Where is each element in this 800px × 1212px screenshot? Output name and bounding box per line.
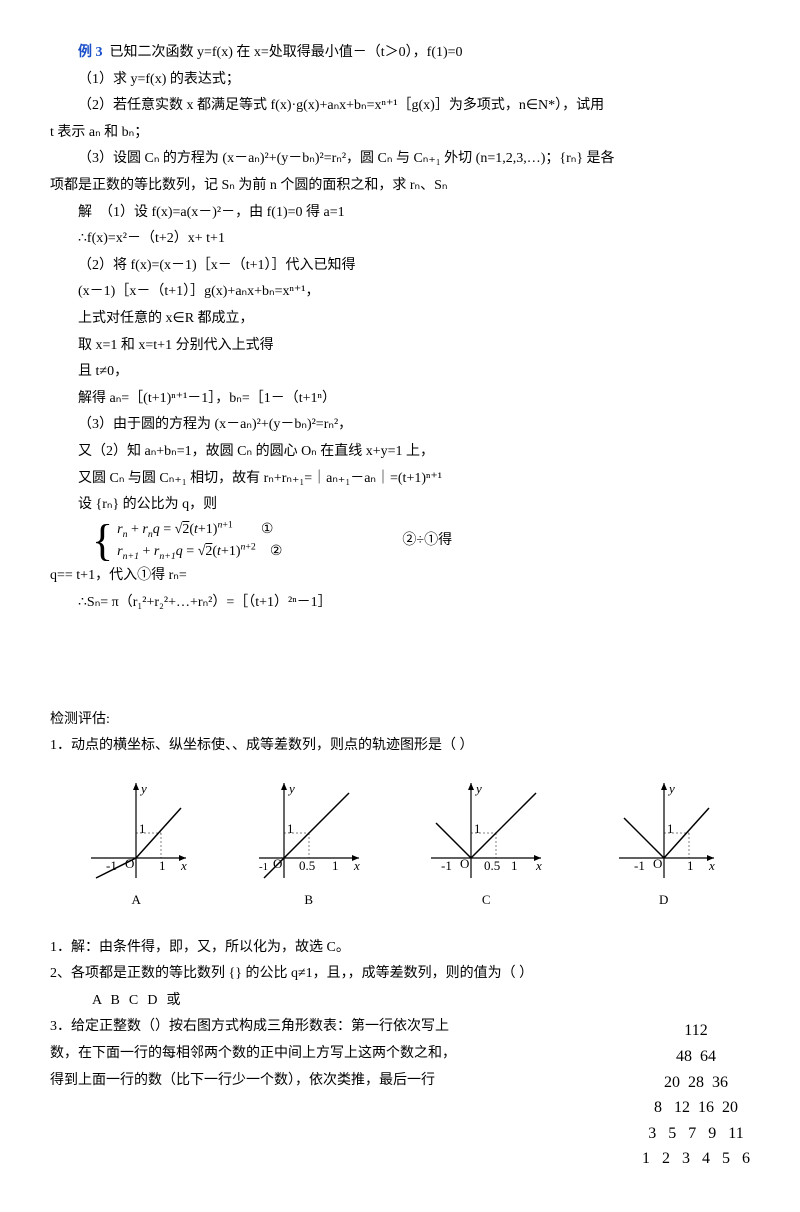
svg-text:O: O — [653, 856, 662, 871]
svg-text:x: x — [353, 858, 360, 873]
svg-text:y: y — [667, 781, 675, 796]
eq2: rn+1 + rn+1q = √2(t+1)n+2 ② — [117, 541, 282, 563]
s3: （2）将 f(x)=(x－1)［x－（t+1）］代入已知得 — [50, 253, 750, 280]
q3a: 3．给定正整数（）按右图方式构成三角形数表：第一行依次写上 — [50, 1014, 642, 1041]
ex3-p2: （2）若任意实数 x 都满足等式 f(x)·g(x)+aₙx+bₙ=xⁿ⁺¹［g… — [50, 93, 750, 120]
svg-text:0.5: 0.5 — [484, 858, 500, 873]
svg-text:1: 1 — [332, 858, 339, 873]
svg-text:-1: -1 — [106, 858, 117, 873]
ex3-p3b: 项都是正数的等比数列，记 Sₙ 为前 n 个圆的面积之和，求 rₙ、Sₙ — [50, 173, 750, 200]
svg-text:x: x — [708, 858, 715, 873]
svg-text:1: 1 — [139, 821, 146, 836]
chart-c: y x O 1 0.5 1 -1 C — [426, 778, 546, 913]
a1: 1．解：由条件得，即，又，所以化为，故选 C。 — [50, 935, 750, 962]
svg-text:1: 1 — [667, 821, 674, 836]
s2: ∴f(x)=x²－（t+2）x+ t+1 — [50, 226, 750, 253]
s9: （3）由于圆的方程为 (x－aₙ)²+(y－bₙ)²=rₙ²， — [50, 412, 750, 439]
q2opts: A B C D 或 — [92, 988, 750, 1015]
svg-text:x: x — [180, 858, 187, 873]
s13: q== t+1，代入①得 rₙ= — [50, 563, 750, 590]
svg-text:1: 1 — [474, 821, 481, 836]
chart-d-label: D — [609, 888, 719, 913]
ex3-p1: （1）求 y=f(x) 的表达式； — [50, 67, 750, 94]
s6: 取 x=1 和 x=t+1 分别代入上式得 — [50, 333, 750, 360]
s11: 又圆 Cₙ 与圆 Cₙ₊₁ 相切，故有 rₙ+rₙ₊₁=｜aₙ₊₁－aₙ｜=(t… — [50, 466, 750, 493]
tri-r1: 112 — [642, 1018, 750, 1044]
svg-text:O: O — [460, 856, 469, 871]
svg-text:1: 1 — [287, 821, 294, 836]
tri-r5: 3 5 7 9 11 — [642, 1121, 750, 1147]
svg-text:y: y — [474, 781, 482, 796]
chart-b: y x O 1 0.5 1 -1 B — [254, 778, 364, 913]
svg-text:y: y — [139, 781, 147, 796]
svg-text:-1: -1 — [634, 858, 645, 873]
svg-text:O: O — [273, 856, 282, 871]
chart-b-label: B — [254, 888, 364, 913]
s5: 上式对任意的 x∈R 都成立， — [50, 306, 750, 333]
triangle-table: 112 48 64 20 28 36 8 12 16 20 3 5 7 9 11… — [642, 1018, 750, 1172]
s4: (x－1)［x－（t+1）］g(x)+aₙx+bₙ=xⁿ⁺¹， — [50, 279, 750, 306]
s10: 又（2）知 aₙ+bₙ=1，故圆 Cₙ 的圆心 Oₙ 在直线 x+y=1 上， — [50, 439, 750, 466]
tri-r3: 20 28 36 — [642, 1070, 750, 1096]
ex3-intro: 已知二次函数 y=f(x) 在 x=处取得最小值－（t＞0），f(1)=0 — [110, 45, 463, 60]
tri-r4: 8 12 16 20 — [642, 1095, 750, 1121]
chart-a: y x O 1 1 -1 A — [81, 778, 191, 913]
svg-text:1: 1 — [687, 858, 694, 873]
ex3-p3: （3）设圆 Cₙ 的方程为 (x－aₙ)²+(y－bₙ)²=rₙ²，圆 Cₙ 与… — [50, 146, 750, 173]
s7: 且 t≠0， — [50, 359, 750, 386]
q2: 2、各项都是正数的等比数列 {} 的公比 q≠1，且，，成等差数列，则的值为（ … — [50, 961, 750, 988]
assess-title: 检测评估: — [50, 707, 750, 734]
s14: ∴Sₙ= π（r₁²+r₂²+…+rₙ²）=［（t+1）²ⁿ－1］ — [50, 590, 750, 617]
brace-icon: { — [92, 519, 113, 563]
eq1: rn + rnq = √2(t+1)n+1 ① — [117, 519, 282, 541]
svg-text:y: y — [287, 781, 295, 796]
example-label: 例 3 — [78, 45, 103, 60]
svg-text:x: x — [535, 858, 542, 873]
svg-text:O: O — [125, 856, 134, 871]
chart-c-label: C — [426, 888, 546, 913]
q1: 1．动点的横坐标、纵坐标使、、成等差数列，则点的轨迹图形是（ ） — [50, 733, 750, 760]
svg-text:0.5: 0.5 — [299, 858, 315, 873]
q3c: 得到上面一行的数（比下一行少一个数），依次类推，最后一行 — [50, 1068, 642, 1095]
chart-row: y x O 1 1 -1 A y x O 1 0.5 1 -1 — [50, 778, 750, 913]
tri-r2: 48 64 — [642, 1044, 750, 1070]
s8: 解得 aₙ=［(t+1)ⁿ⁺¹－1］，bₙ=［1－（t+1ⁿ） — [50, 386, 750, 413]
s1: （1）设 f(x)=a(x－)²－，由 f(1)=0 得 a=1 — [99, 205, 345, 220]
equation-system: { rn + rnq = √2(t+1)n+1 ① rn+1 + rn+1q =… — [92, 519, 750, 564]
ex3-p2b: t 表示 aₙ 和 bₙ； — [50, 120, 750, 147]
svg-text:1: 1 — [159, 858, 166, 873]
sol-label: 解 — [78, 205, 92, 220]
s12: 设 {rₙ} 的公比为 q，则 — [50, 492, 750, 519]
svg-text:1: 1 — [511, 858, 518, 873]
q3b: 数，在下面一行的每相邻两个数的正中间上方写上这两个数之和， — [50, 1041, 642, 1068]
chart-a-label: A — [81, 888, 191, 913]
svg-text:-1: -1 — [441, 858, 452, 873]
eqnote: ②÷①得 — [402, 528, 452, 555]
chart-d: y x O 1 1 -1 D — [609, 778, 719, 913]
svg-text:-1: -1 — [259, 861, 268, 873]
tri-r6: 1 2 3 4 5 6 — [642, 1146, 750, 1172]
